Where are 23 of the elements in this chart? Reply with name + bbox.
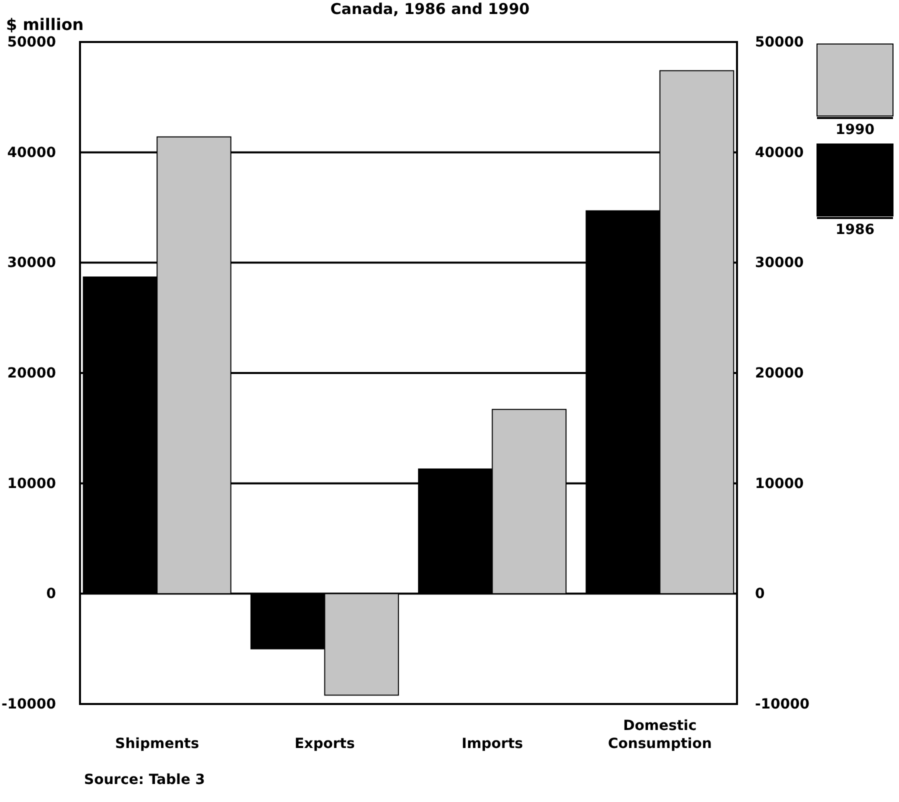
- y2-tick-label: 10000: [755, 476, 804, 492]
- y-tick-label: 50000: [7, 34, 56, 50]
- chart-title: Canada, 1986 and 1990: [330, 0, 530, 18]
- y2-tick-label: 0: [755, 586, 765, 602]
- y-tick-label: 40000: [7, 144, 56, 161]
- text: 1986: [836, 222, 874, 238]
- y2-tick-label: 40000: [755, 144, 804, 161]
- y2-tick-label: 20000: [755, 365, 804, 382]
- x-tick-label: Shipments: [115, 736, 200, 752]
- y2-tick-label: -10000: [755, 696, 810, 712]
- text: 1990: [836, 122, 875, 138]
- y-tick-label: 30000: [7, 255, 56, 272]
- y-tick-label: -10000: [1, 696, 56, 712]
- y2-tick-label: 30000: [755, 255, 804, 272]
- y-axis-title: $ million: [6, 15, 84, 34]
- x-tick-label: Exports: [294, 736, 355, 752]
- y-tick-label: 10000: [7, 476, 56, 492]
- y2-tick-label: 50000: [755, 34, 804, 50]
- y-tick-label: 20000: [7, 365, 56, 382]
- x-tick-label: Domestic Consumption: [608, 718, 712, 752]
- y-tick-label: 0: [46, 586, 56, 602]
- source-note: Source: Table 3: [84, 772, 205, 788]
- x-tick-label: Imports: [462, 736, 523, 752]
